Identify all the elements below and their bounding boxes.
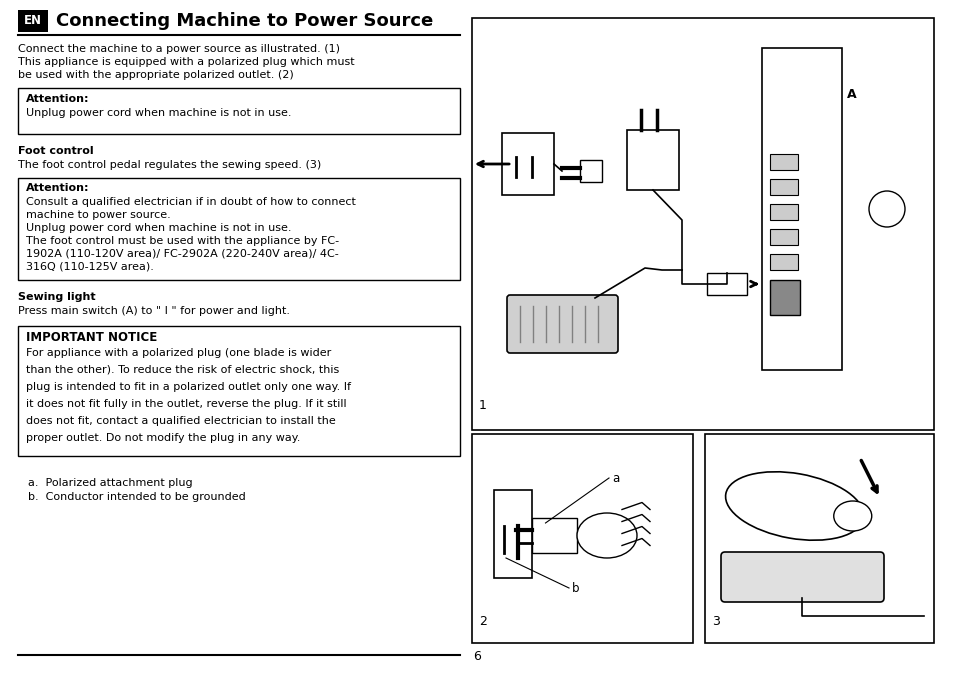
Text: EN: EN (24, 15, 42, 28)
Bar (532, 518, 577, 553)
Bar (18, 178, 459, 280)
Text: IMPORTANT NOTICE: IMPORTANT NOTICE (26, 331, 157, 344)
Text: Foot control: Foot control (18, 146, 93, 156)
Text: 1902A (110-120V area)/ FC-2902A (220-240V area)/ 4C-: 1902A (110-120V area)/ FC-2902A (220-240… (26, 249, 338, 259)
Circle shape (868, 191, 904, 227)
Bar (626, 130, 679, 190)
Bar (769, 280, 800, 315)
Bar (472, 434, 692, 643)
Bar (18, 326, 459, 456)
Text: be used with the appropriate polarized outlet. (2): be used with the appropriate polarized o… (18, 70, 294, 80)
Text: a: a (612, 472, 618, 485)
Bar (704, 434, 933, 643)
Text: 3: 3 (711, 615, 720, 628)
Text: The foot control must be used with the appliance by FC-: The foot control must be used with the a… (26, 236, 338, 246)
Bar (769, 229, 797, 245)
Bar (472, 18, 933, 430)
Bar (769, 179, 797, 195)
Text: Press main switch (A) to " I " for power and light.: Press main switch (A) to " I " for power… (18, 306, 290, 316)
Bar (769, 204, 797, 220)
Text: For appliance with a polarized plug (one blade is wider: For appliance with a polarized plug (one… (26, 348, 331, 358)
Text: b.  Conductor intended to be grounded: b. Conductor intended to be grounded (28, 492, 246, 502)
Text: Attention:: Attention: (26, 94, 90, 104)
Bar (579, 160, 601, 182)
Bar (494, 490, 532, 578)
Text: Connect the machine to a power source as illustrated. (1): Connect the machine to a power source as… (18, 44, 339, 54)
Text: b: b (572, 581, 578, 594)
Text: it does not fit fully in the outlet, reverse the plug. If it still: it does not fit fully in the outlet, rev… (26, 399, 346, 409)
Text: The foot control pedal regulates the sewing speed. (3): The foot control pedal regulates the sew… (18, 160, 321, 170)
FancyBboxPatch shape (720, 552, 883, 602)
Text: proper outlet. Do not modify the plug in any way.: proper outlet. Do not modify the plug in… (26, 433, 300, 443)
Bar (706, 273, 746, 295)
Text: A: A (846, 88, 856, 101)
FancyBboxPatch shape (506, 295, 618, 353)
Bar (769, 254, 797, 270)
Text: 6: 6 (473, 650, 480, 663)
Bar (501, 133, 554, 195)
Text: Sewing light: Sewing light (18, 292, 95, 302)
Text: machine to power source.: machine to power source. (26, 210, 171, 220)
Text: than the other). To reduce the risk of electric shock, this: than the other). To reduce the risk of e… (26, 365, 339, 375)
Text: does not fit, contact a qualified electrician to install the: does not fit, contact a qualified electr… (26, 416, 335, 426)
Bar (761, 48, 841, 370)
Text: 316Q (110-125V area).: 316Q (110-125V area). (26, 262, 153, 272)
Text: 1: 1 (478, 399, 486, 412)
Text: Connecting Machine to Power Source: Connecting Machine to Power Source (56, 12, 433, 30)
Bar (769, 154, 797, 170)
Text: Unplug power cord when machine is not in use.: Unplug power cord when machine is not in… (26, 108, 292, 118)
Text: Unplug power cord when machine is not in use.: Unplug power cord when machine is not in… (26, 223, 292, 233)
Text: 2: 2 (478, 615, 486, 628)
Text: Attention:: Attention: (26, 183, 90, 193)
Text: This appliance is equipped with a polarized plug which must: This appliance is equipped with a polari… (18, 57, 355, 67)
Bar (18, 10, 48, 32)
Text: a.  Polarized attachment plug: a. Polarized attachment plug (28, 478, 193, 488)
Ellipse shape (577, 513, 637, 558)
Bar (18, 88, 459, 134)
Ellipse shape (725, 472, 863, 540)
Text: plug is intended to fit in a polarized outlet only one way. If: plug is intended to fit in a polarized o… (26, 382, 351, 392)
Text: Consult a qualified electrician if in doubt of how to connect: Consult a qualified electrician if in do… (26, 197, 355, 207)
Ellipse shape (833, 501, 871, 531)
